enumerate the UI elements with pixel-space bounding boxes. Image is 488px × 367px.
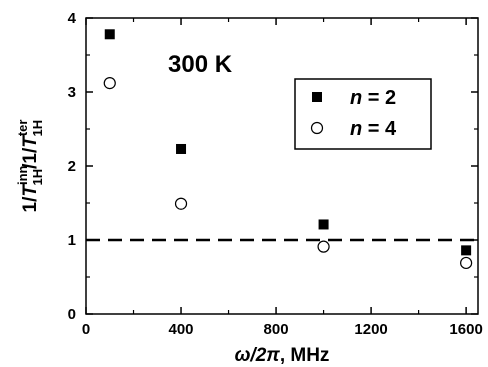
legend-marker-n2 (312, 92, 322, 102)
y-axis: 0 1 2 3 4 (68, 10, 478, 323)
plot-frame (85, 17, 479, 315)
x-axis-title: ω/2π, MHz (235, 345, 330, 366)
x-tick-label: 0 (82, 321, 90, 338)
x-tick-label: 800 (264, 321, 289, 338)
data-points (103, 29, 473, 270)
legend: n = 2 n = 4 (294, 78, 432, 150)
legend-marker-n4 (310, 121, 324, 135)
data-point-n4 (317, 240, 330, 253)
data-point-n2 (176, 143, 187, 154)
y-tick-label: 4 (68, 10, 77, 27)
legend-box (294, 78, 432, 150)
data-point-n4 (174, 197, 188, 210)
data-point-n2 (318, 219, 329, 230)
x-axis: 0 400 800 1200 1600 (82, 18, 483, 338)
x-tick-label: 1600 (449, 321, 482, 338)
data-point-n4 (460, 256, 473, 270)
y-tick-label: 2 (68, 158, 76, 175)
data-point-n2 (104, 29, 115, 40)
y-tick-label: 1 (68, 232, 76, 249)
legend-label-n4: n = 4 (350, 118, 397, 140)
x-tick-label: 400 (169, 321, 194, 338)
temperature-annotation: 300 K (168, 51, 233, 78)
legend-label-n2: n = 2 (350, 87, 396, 109)
data-point-n2 (461, 245, 472, 256)
y-tick-label: 3 (68, 84, 76, 101)
y-tick-label: 0 (68, 306, 76, 323)
data-point-n4 (103, 77, 116, 90)
x-tick-label: 1200 (354, 321, 387, 338)
y-axis-title: 1/Tinn1H/1/Tter1H (15, 120, 45, 213)
